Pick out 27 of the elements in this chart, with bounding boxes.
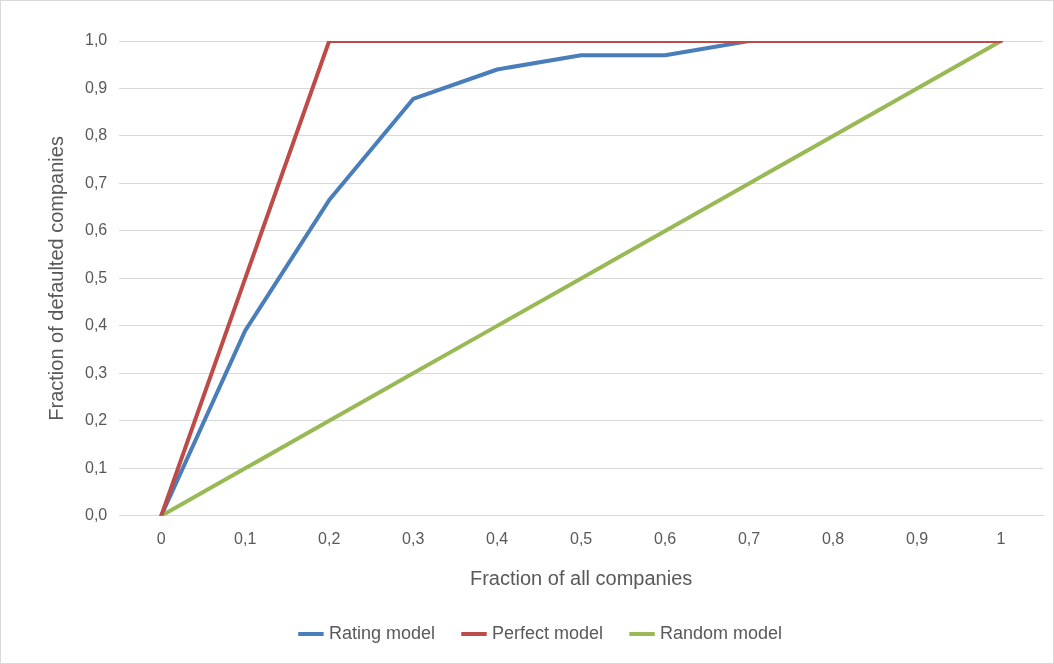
y-tick-label: 1,0: [84, 31, 108, 49]
legend-label: Rating model: [328, 622, 435, 643]
x-tick-label: 0,1: [234, 529, 257, 547]
x-tick-label: 0,3: [402, 529, 425, 547]
x-tick-label: 0,7: [737, 529, 761, 547]
x-tick-label: 0: [156, 529, 166, 547]
x-tick-label: 0,2: [318, 529, 341, 547]
y-axis-title: Fraction of defaulted companies: [44, 136, 67, 421]
x-tick-label: 0,6: [653, 529, 677, 547]
y-tick-label: 0,6: [84, 221, 108, 239]
y-tick-label: 0,9: [84, 78, 108, 96]
y-tick-label: 0,8: [84, 126, 108, 144]
legend-label: Random model: [660, 622, 783, 643]
legend-label: Perfect model: [491, 622, 604, 643]
x-tick-label: 0,4: [486, 529, 509, 547]
x-tick-label: 1: [996, 529, 1006, 547]
y-tick-label: 0,1: [84, 458, 108, 476]
x-tick-label: 0,9: [905, 529, 929, 547]
x-tick-label: 0,8: [821, 529, 845, 547]
y-tick-label: 0,5: [84, 268, 108, 286]
y-tick-label: 0,2: [84, 411, 108, 429]
y-tick-label: 0,3: [84, 363, 108, 381]
y-tick-label: 0,7: [84, 173, 108, 191]
y-tick-label: 0,4: [84, 316, 108, 334]
y-tick-label: 0,0: [84, 506, 108, 524]
x-tick-label: 0,5: [570, 529, 593, 547]
x-axis-title: Fraction of all companies: [469, 566, 693, 589]
